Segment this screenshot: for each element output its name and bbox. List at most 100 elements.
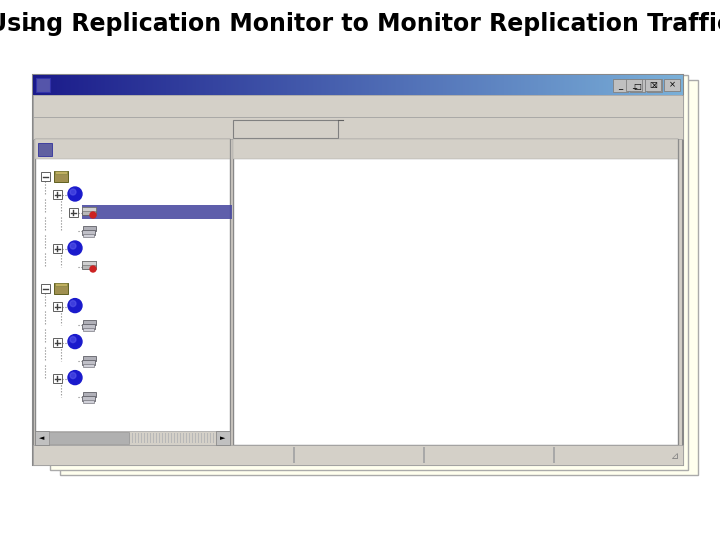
Bar bbox=[286, 75, 287, 95]
Text: ×: × bbox=[668, 80, 675, 90]
Bar bbox=[143, 75, 144, 95]
Bar bbox=[422, 75, 423, 95]
Bar bbox=[196, 75, 197, 95]
Bar bbox=[89, 75, 90, 95]
Bar bbox=[165, 75, 166, 95]
Bar bbox=[630, 79, 645, 92]
Bar bbox=[76, 75, 77, 95]
Bar bbox=[551, 75, 552, 95]
Bar bbox=[347, 75, 348, 95]
Bar bbox=[233, 139, 678, 159]
Bar bbox=[608, 75, 609, 95]
Bar bbox=[129, 75, 130, 95]
Bar bbox=[270, 75, 271, 95]
Bar bbox=[562, 75, 563, 95]
Bar bbox=[438, 75, 439, 95]
Bar bbox=[205, 75, 206, 95]
Bar bbox=[53, 190, 62, 199]
Bar bbox=[440, 75, 441, 95]
Bar bbox=[69, 75, 70, 95]
Bar bbox=[356, 75, 357, 95]
Bar bbox=[98, 75, 99, 95]
Bar bbox=[391, 75, 392, 95]
Bar bbox=[241, 75, 242, 95]
Bar bbox=[647, 79, 662, 92]
Bar bbox=[630, 75, 631, 95]
Bar bbox=[439, 75, 440, 95]
Bar bbox=[564, 75, 565, 95]
Bar bbox=[231, 75, 232, 95]
Bar bbox=[385, 75, 386, 95]
Bar bbox=[178, 75, 179, 95]
Bar bbox=[654, 75, 655, 95]
Bar bbox=[141, 433, 142, 443]
Bar bbox=[355, 75, 356, 95]
Bar bbox=[619, 75, 620, 95]
Bar bbox=[330, 75, 331, 95]
Bar bbox=[168, 433, 169, 443]
Bar bbox=[56, 75, 57, 95]
Bar bbox=[453, 75, 454, 95]
Bar bbox=[459, 75, 460, 95]
Bar bbox=[185, 75, 186, 95]
Bar bbox=[565, 75, 566, 95]
Bar bbox=[45, 75, 46, 95]
Bar bbox=[461, 75, 462, 95]
Bar bbox=[315, 75, 316, 95]
Bar bbox=[138, 433, 139, 443]
Bar bbox=[124, 75, 125, 95]
Bar bbox=[148, 75, 149, 95]
Bar bbox=[33, 75, 34, 95]
Bar bbox=[354, 75, 355, 95]
Bar bbox=[350, 75, 351, 95]
Text: ►: ► bbox=[220, 435, 225, 441]
Bar bbox=[322, 75, 323, 95]
Bar bbox=[210, 75, 211, 95]
Bar bbox=[262, 75, 263, 95]
Bar bbox=[110, 75, 111, 95]
Bar bbox=[243, 75, 244, 95]
Bar bbox=[534, 75, 535, 95]
Bar bbox=[155, 75, 156, 95]
Bar bbox=[280, 75, 281, 95]
Bar bbox=[147, 75, 148, 95]
Bar bbox=[580, 75, 581, 95]
Bar bbox=[240, 75, 241, 95]
Bar bbox=[660, 75, 661, 95]
Bar bbox=[421, 75, 422, 95]
Bar bbox=[175, 75, 176, 95]
Bar bbox=[179, 75, 180, 95]
Bar bbox=[249, 75, 250, 95]
Bar bbox=[156, 75, 157, 95]
Bar bbox=[553, 75, 554, 95]
Bar bbox=[457, 75, 458, 95]
Bar bbox=[139, 75, 140, 95]
Bar bbox=[326, 75, 327, 95]
Bar bbox=[592, 75, 593, 95]
Bar bbox=[419, 75, 420, 95]
Bar bbox=[384, 75, 385, 95]
Bar bbox=[645, 75, 646, 95]
Bar bbox=[662, 75, 663, 95]
Bar bbox=[413, 75, 414, 95]
Bar bbox=[88, 75, 89, 95]
Bar bbox=[587, 75, 588, 95]
Bar bbox=[333, 75, 334, 95]
Bar bbox=[111, 75, 112, 95]
Bar bbox=[317, 75, 318, 95]
Bar bbox=[449, 75, 450, 95]
Bar bbox=[82, 261, 96, 269]
Bar bbox=[82, 207, 96, 211]
Bar bbox=[82, 360, 95, 365]
Bar bbox=[406, 75, 407, 95]
Bar bbox=[555, 75, 556, 95]
Bar bbox=[639, 75, 640, 95]
Bar bbox=[396, 75, 397, 95]
Bar bbox=[235, 75, 236, 95]
Bar bbox=[159, 433, 160, 443]
Bar bbox=[368, 75, 369, 95]
Bar bbox=[122, 75, 123, 95]
Bar bbox=[83, 234, 94, 237]
Bar bbox=[66, 75, 67, 95]
Bar bbox=[324, 75, 325, 95]
